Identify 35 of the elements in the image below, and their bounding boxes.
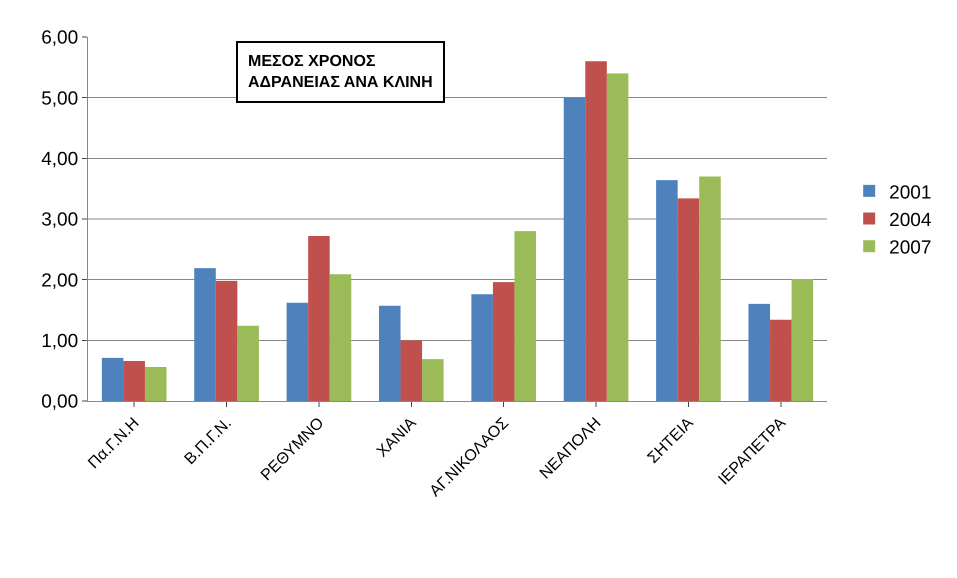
bar xyxy=(378,306,401,401)
bar xyxy=(102,358,124,401)
y-tick-label: 1,00 xyxy=(41,330,78,352)
bar xyxy=(699,176,721,401)
bar xyxy=(216,280,238,401)
y-tick-label: 0,00 xyxy=(41,392,78,413)
y-tick-label: 6,00 xyxy=(41,28,78,49)
bar xyxy=(471,294,493,401)
bar xyxy=(308,236,330,401)
y-tick-label: 5,00 xyxy=(41,88,78,110)
bar xyxy=(770,320,792,401)
y-tick-label: 4,00 xyxy=(41,148,78,170)
bar xyxy=(606,73,628,401)
bar xyxy=(330,274,352,401)
bar xyxy=(422,359,444,401)
bar xyxy=(748,304,770,401)
bar xyxy=(123,360,145,401)
bar xyxy=(564,98,586,401)
bar xyxy=(492,282,514,401)
bar xyxy=(194,268,216,401)
legend-label: 2007 xyxy=(889,238,932,259)
legend-label: 2004 xyxy=(889,210,932,231)
bar xyxy=(514,231,536,401)
bar xyxy=(286,302,308,401)
legend-label: 2001 xyxy=(889,182,932,204)
bar xyxy=(656,180,678,401)
bar xyxy=(792,279,814,401)
bar xyxy=(144,367,167,401)
text: ΜΕΣΟΣ ΧΡΟΝΟΣ ΑΔΡΑΝΕΙΑΣ ΑΝΑ ΚΛΙΝΗ xyxy=(248,53,433,91)
y-tick-label: 2,00 xyxy=(41,270,78,292)
y-tick-label: 3,00 xyxy=(41,210,78,231)
bar xyxy=(237,326,259,401)
bar xyxy=(678,198,700,401)
bar xyxy=(585,61,607,401)
bar xyxy=(400,340,422,401)
